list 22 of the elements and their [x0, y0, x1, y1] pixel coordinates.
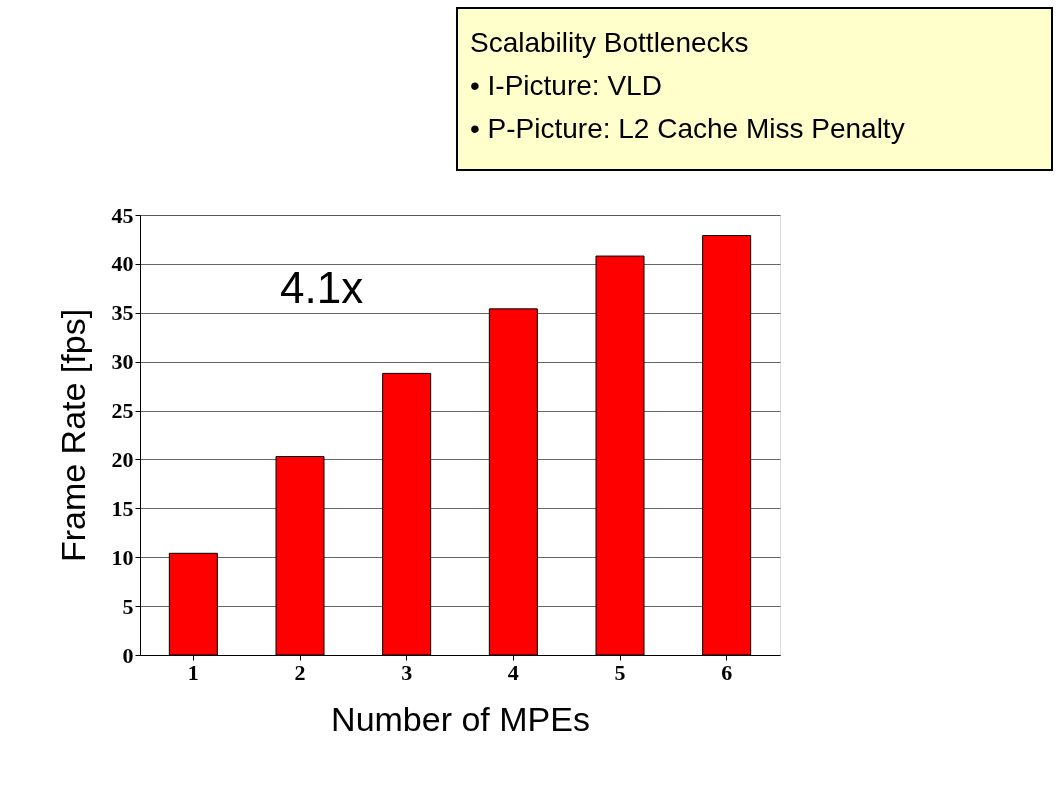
x-tick-label: 1 [187, 659, 199, 685]
text: • P-Picture: L2 Cache Miss Penalty [470, 113, 905, 144]
y-tick-label: 20 [111, 446, 134, 472]
y-tick-label: 0 [122, 642, 134, 668]
y-tick-label: 10 [111, 544, 134, 570]
y-tick-label: 15 [111, 495, 134, 521]
x-tick-label: 5 [614, 659, 626, 685]
x-tick-label: 6 [721, 659, 733, 685]
x-tick-label: 4 [507, 659, 519, 685]
x-tick-label: 3 [401, 659, 413, 685]
y-tick-label: 45 [111, 202, 134, 228]
annotation: 4.1x [280, 263, 364, 312]
y-tick-label: 30 [111, 349, 134, 375]
text: Scalability Bottlenecks [470, 27, 749, 58]
x-tick-label: 2 [294, 659, 306, 685]
y-tick-label: 25 [111, 398, 134, 424]
x-axis-title: Number of MPEs [331, 699, 590, 738]
text: • I-Picture: VLD [470, 70, 662, 101]
y-tick-label: 40 [111, 251, 134, 277]
y-tick-label: 35 [111, 300, 134, 326]
y-tick-label: 5 [122, 593, 134, 619]
y-axis-title: Frame Rate [fps] [53, 308, 92, 563]
